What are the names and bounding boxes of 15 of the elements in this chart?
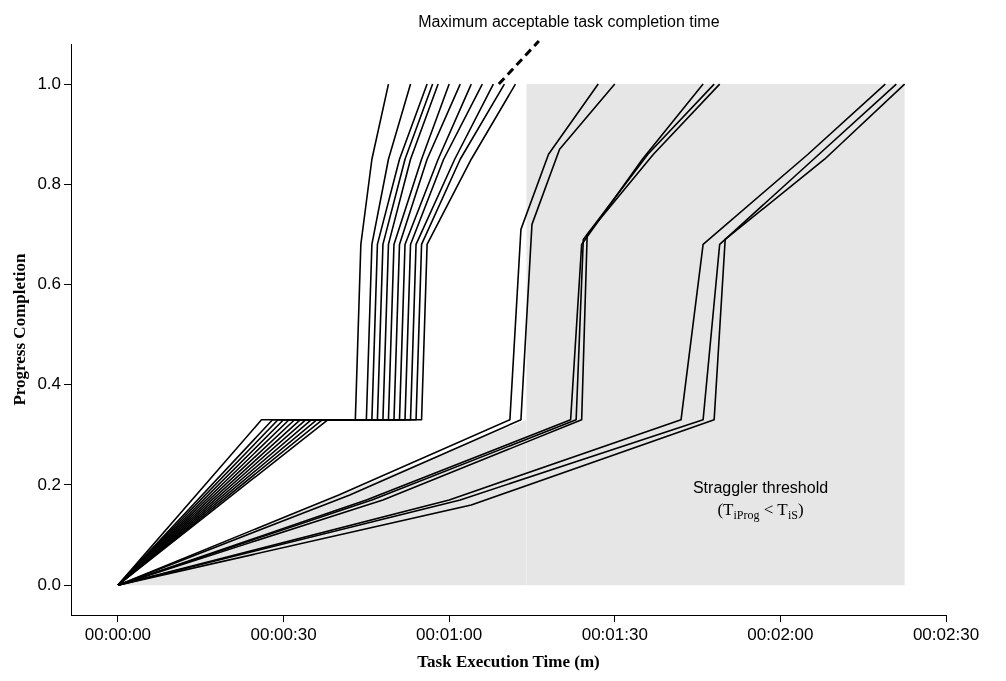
y-axis-title: Progress Completion [9, 253, 29, 406]
x-tick-label: 00:01:00 [416, 625, 483, 645]
y-tick-label: 0.4 [37, 374, 62, 394]
x-tick-label: 00:00:30 [250, 625, 317, 645]
x-tick-label: 00:02:30 [912, 625, 980, 645]
y-tick-label: 0.6 [37, 274, 62, 294]
x-tick-label: 00:00:00 [84, 625, 152, 645]
y-tick-label: 0.0 [37, 574, 62, 594]
y-tick-label: 0.2 [37, 474, 62, 494]
x-tick-label: 00:02:00 [747, 625, 814, 645]
y-tick-label: 1.0 [37, 73, 62, 93]
annotation: Maximum acceptable task completion time [418, 13, 720, 30]
x-tick-label: 00:01:30 [581, 625, 648, 645]
y-tick-label: 0.8 [37, 173, 62, 193]
x-axis-title: Task Execution Time (m) [417, 652, 600, 672]
